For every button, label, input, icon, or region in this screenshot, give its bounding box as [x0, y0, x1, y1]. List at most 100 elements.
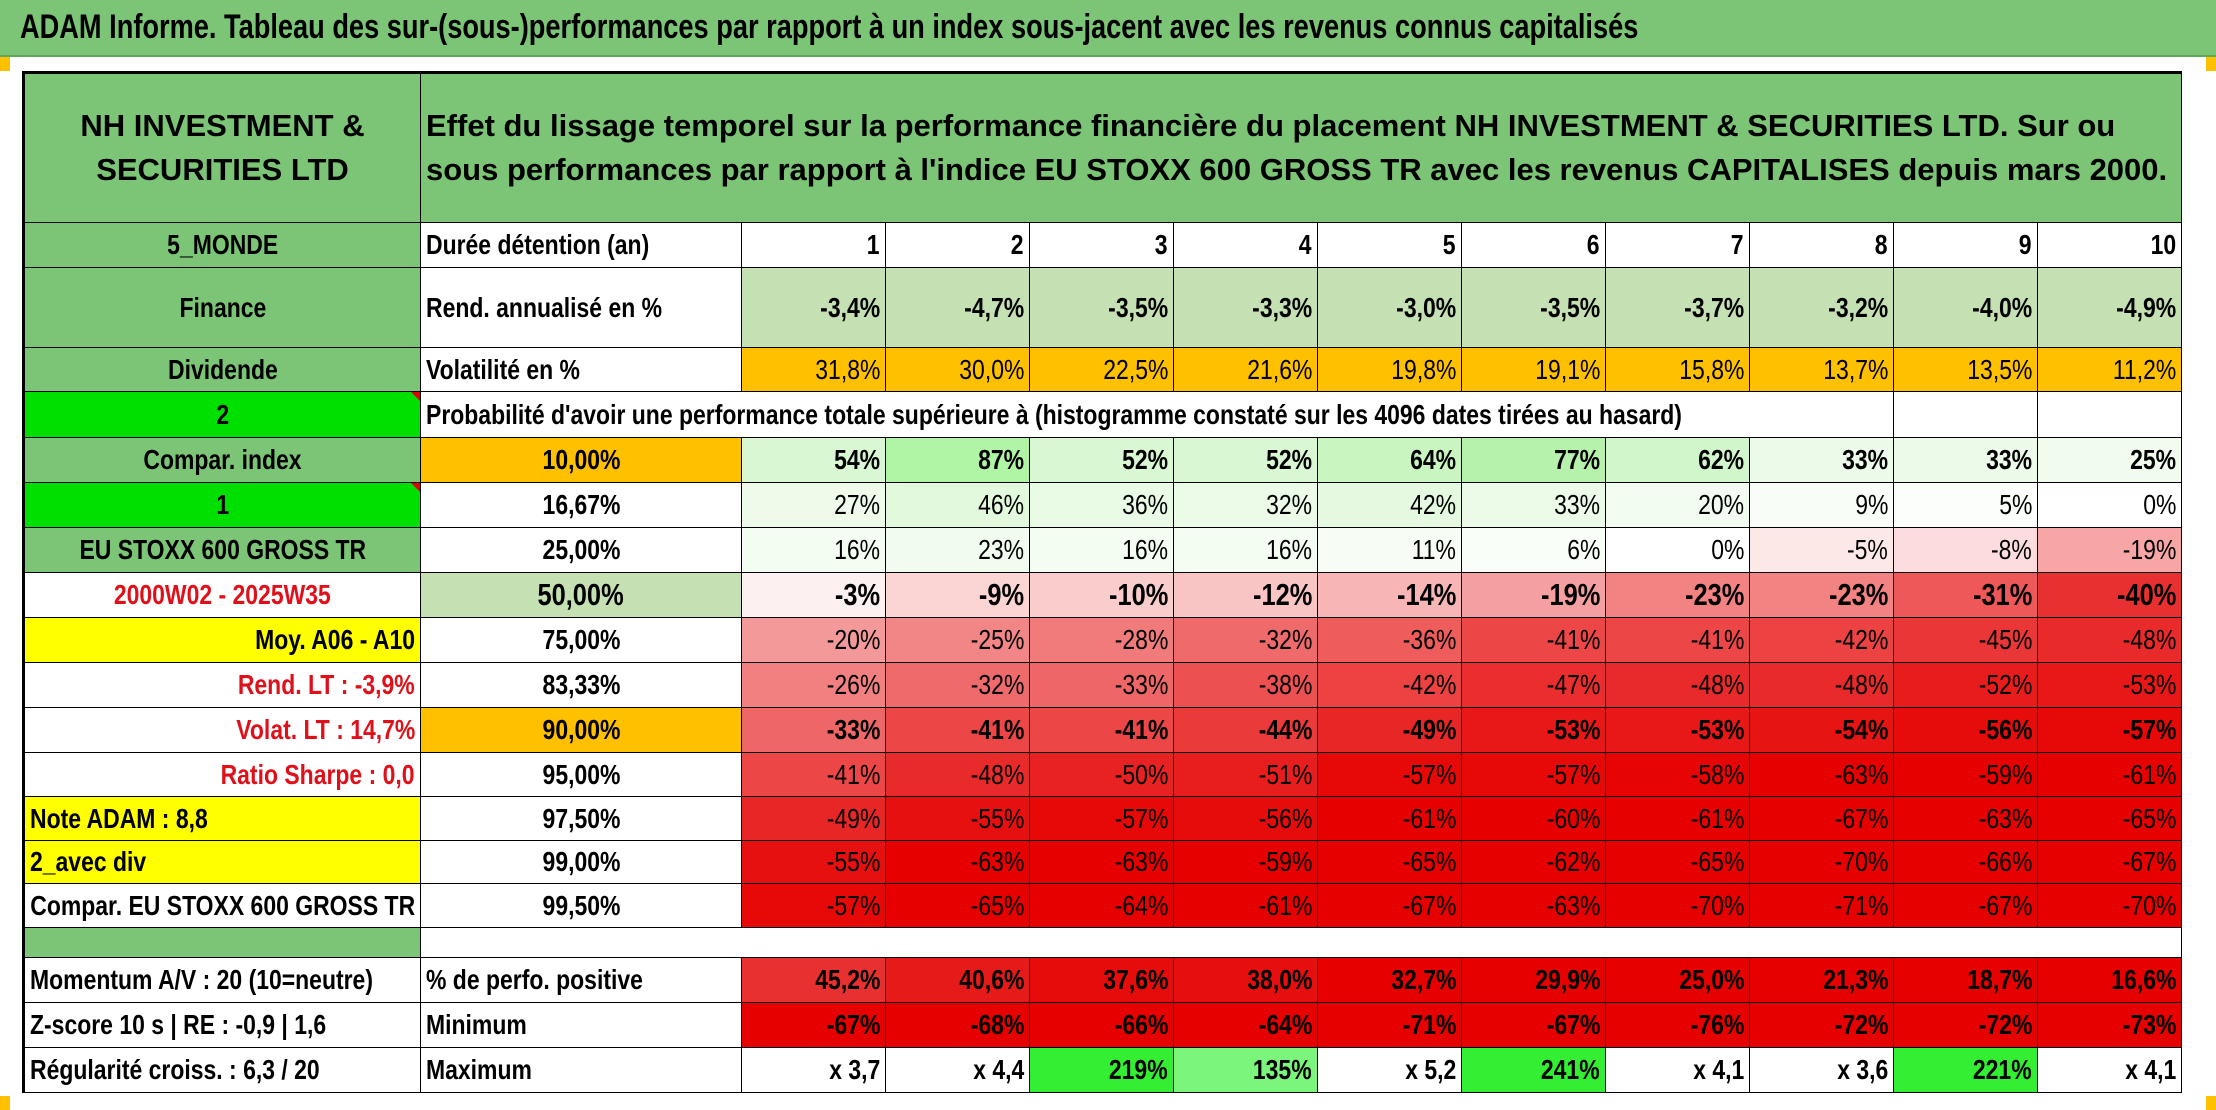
- percentile-value-cell-text: 87%: [978, 444, 1024, 475]
- maximum-cell: 135%: [1174, 1048, 1318, 1093]
- percentile-value-cell-text: 9%: [1854, 489, 1888, 520]
- percentile-value-cell-text: -9%: [978, 577, 1024, 612]
- percentile-value-cell-text: -41%: [826, 758, 880, 790]
- percentile-value-cell: 16%: [1030, 528, 1174, 573]
- percentile-value-cell-text: -52%: [1978, 669, 2032, 700]
- percentile-value-cell: 33%: [1462, 483, 1606, 528]
- years-cell-text: 5: [1443, 229, 1456, 260]
- percentile-value-cell-text: -14%: [1396, 577, 1456, 612]
- percentile-value-cell: -48%: [2038, 618, 2182, 663]
- percentile-value-cell-text: 25%: [2130, 444, 2176, 475]
- percentile-value-cell: -52%: [1894, 663, 2038, 708]
- minimum-cell: -68%: [886, 1003, 1030, 1048]
- percentile-value-cell-text: -54%: [1834, 714, 1888, 745]
- percentile-value-cell-text: 11%: [1411, 534, 1456, 565]
- pct_pos-cell-text: 16,6%: [2110, 964, 2176, 995]
- percentile-value-cell: 54%: [742, 438, 886, 483]
- percentile-value-cell: -54%: [1750, 708, 1894, 753]
- percentile-value-cell: 27%: [742, 483, 886, 528]
- percentile-value-cell-text: 16%: [834, 534, 880, 565]
- percentile-value-cell-text: -63%: [1834, 758, 1888, 790]
- percentile-value-cell: -56%: [1174, 797, 1318, 841]
- percentile-value-cell-text: 27%: [834, 489, 880, 520]
- percentile-value-cell-text: 52%: [1266, 444, 1312, 475]
- percentile-value-cell-text: -61%: [1690, 802, 1744, 834]
- rend-cell: -3,5%: [1030, 268, 1174, 348]
- percentile-value-cell-text: -58%: [1690, 758, 1744, 790]
- minimum-cell: -67%: [742, 1003, 886, 1048]
- rend-cell: -3,5%: [1462, 268, 1606, 348]
- percentile-value-cell-text: -32%: [1258, 624, 1312, 655]
- percentile-value-cell: 33%: [1894, 438, 2038, 483]
- percentile-value-cell: -57%: [1462, 753, 1606, 797]
- pct_pos-cell: 40,6%: [886, 958, 1030, 1003]
- percentile-value-cell: -3%: [742, 573, 886, 618]
- minimum-cell: -67%: [1462, 1003, 1606, 1048]
- percentile-value-cell: -42%: [1750, 618, 1894, 663]
- table-description: Effet du lissage temporel sur la perform…: [421, 74, 2182, 223]
- percentile-value-cell-text: -63%: [970, 846, 1024, 877]
- maximum-cell-text: 135%: [1253, 1054, 1312, 1085]
- percentile-value-cell: -63%: [1462, 884, 1606, 928]
- percentile-value-cell: -5%: [1750, 528, 1894, 573]
- percentile-label-text: 99,00%: [542, 846, 620, 877]
- volat-cell-text: 15,8%: [1678, 353, 1744, 385]
- percentile-value-cell: 32%: [1174, 483, 1318, 528]
- maximum-cell: x 4,1: [2038, 1048, 2182, 1093]
- percentile-value-cell-text: 23%: [978, 534, 1024, 565]
- percentile-value-cell-text: -25%: [970, 624, 1024, 655]
- maximum-cell-text: x 3,7: [828, 1054, 880, 1085]
- percentile-value-cell: -63%: [1750, 753, 1894, 797]
- percentile-value-cell-text: -61%: [1402, 802, 1456, 834]
- company-name-text: NH INVESTMENT & SECURITIES LTD: [80, 107, 365, 187]
- dividend-mode-label: 2_avec div: [25, 841, 421, 884]
- percentile-value-cell-text: -41%: [1690, 624, 1744, 655]
- rend-cell-text: -4,7%: [964, 291, 1024, 323]
- percentile-label-text: 83,33%: [542, 669, 620, 700]
- percentile-value-cell-text: -5%: [1847, 534, 1888, 565]
- minimum-cell-text: -73%: [2122, 1009, 2176, 1040]
- percentile-value-cell-text: -70%: [1690, 889, 1744, 921]
- percentile-value-cell: -32%: [1174, 618, 1318, 663]
- years-cell: 5: [1318, 223, 1462, 268]
- minimum-cell-text: -64%: [1258, 1009, 1312, 1040]
- percentile-value-cell: -59%: [1894, 753, 2038, 797]
- sharpe-ratio-label-text: Ratio Sharpe : 0,0: [221, 758, 415, 790]
- percentile-value-cell-text: -57%: [2122, 714, 2176, 745]
- percentile-value-cell: -38%: [1174, 663, 1318, 708]
- percentile-value-cell-text: -42%: [1402, 669, 1456, 700]
- volat-cell-text: 21,6%: [1246, 353, 1312, 385]
- percentile-value-cell: 77%: [1462, 438, 1606, 483]
- percentile-value-cell: 16%: [1174, 528, 1318, 573]
- percentile-value-cell: -70%: [2038, 884, 2182, 928]
- percentile-label: 50,00%: [421, 573, 742, 618]
- percentile-value-cell: 11%: [1318, 528, 1462, 573]
- maximum-cell: 221%: [1894, 1048, 2038, 1093]
- percentile-value-cell: -41%: [742, 753, 886, 797]
- rend-cell: -3,4%: [742, 268, 886, 348]
- percentile-value-cell: -51%: [1174, 753, 1318, 797]
- years-cell-text: 3: [1155, 229, 1168, 260]
- minimum-cell: -66%: [1030, 1003, 1174, 1048]
- percentile-value-cell: -23%: [1750, 573, 1894, 618]
- percentile-value-cell: -19%: [2038, 528, 2182, 573]
- percentile-value-cell-text: -8%: [1991, 534, 2032, 565]
- years-cell: 8: [1750, 223, 1894, 268]
- rend-cell-text: -4,9%: [2116, 291, 2176, 323]
- compar-index-label-text: Compar. index: [143, 444, 302, 475]
- percentile-label: 25,00%: [421, 528, 742, 573]
- percentile-value-cell-text: -38%: [1258, 669, 1312, 700]
- percentile-value-cell-text: 16%: [1122, 534, 1168, 565]
- percentile-value-cell-text: 5%: [1998, 489, 2032, 520]
- corner-marker: [2206, 1096, 2216, 1110]
- years-cell-text: 6: [1587, 229, 1600, 260]
- zscore-label-text: Z-score 10 s | RE : -0,9 | 1,6: [30, 1009, 327, 1040]
- percentile-value-cell: -40%: [2038, 573, 2182, 618]
- percentile-value-cell: 20%: [1606, 483, 1750, 528]
- minimum-cell: -72%: [1750, 1003, 1894, 1048]
- percentile-value-cell: -41%: [1030, 708, 1174, 753]
- rend-cell-text: -4,0%: [1972, 291, 2032, 323]
- percentile-value-cell: -63%: [1894, 797, 2038, 841]
- volat-cell-text: 11,2%: [2112, 353, 2176, 385]
- years-cell: 2: [886, 223, 1030, 268]
